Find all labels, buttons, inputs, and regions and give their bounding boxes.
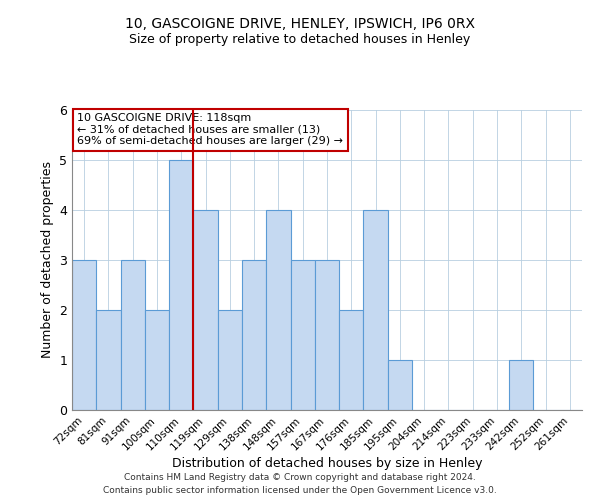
Bar	[315, 260, 339, 410]
Bar	[72, 260, 96, 410]
Bar	[169, 160, 193, 410]
Bar	[218, 310, 242, 410]
Y-axis label: Number of detached properties: Number of detached properties	[41, 162, 53, 358]
Bar	[509, 360, 533, 410]
Text: Contains HM Land Registry data © Crown copyright and database right 2024.: Contains HM Land Registry data © Crown c…	[124, 474, 476, 482]
Bar	[339, 310, 364, 410]
Bar	[193, 210, 218, 410]
Bar	[388, 360, 412, 410]
Text: Size of property relative to detached houses in Henley: Size of property relative to detached ho…	[130, 32, 470, 46]
Text: 10, GASCOIGNE DRIVE, HENLEY, IPSWICH, IP6 0RX: 10, GASCOIGNE DRIVE, HENLEY, IPSWICH, IP…	[125, 18, 475, 32]
Bar	[290, 260, 315, 410]
Text: Contains public sector information licensed under the Open Government Licence v3: Contains public sector information licen…	[103, 486, 497, 495]
X-axis label: Distribution of detached houses by size in Henley: Distribution of detached houses by size …	[172, 458, 482, 470]
Bar	[364, 210, 388, 410]
Bar	[266, 210, 290, 410]
Text: 10 GASCOIGNE DRIVE: 118sqm
← 31% of detached houses are smaller (13)
69% of semi: 10 GASCOIGNE DRIVE: 118sqm ← 31% of deta…	[77, 113, 343, 146]
Bar	[242, 260, 266, 410]
Bar	[121, 260, 145, 410]
Bar	[145, 310, 169, 410]
Bar	[96, 310, 121, 410]
